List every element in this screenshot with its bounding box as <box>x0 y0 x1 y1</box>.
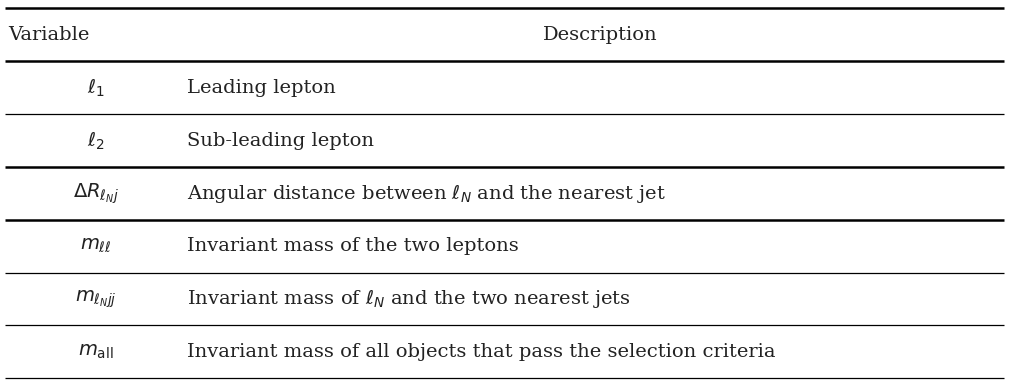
Text: $\Delta R_{\ell_N j}$: $\Delta R_{\ell_N j}$ <box>73 181 119 206</box>
Text: Variable: Variable <box>8 26 90 44</box>
Text: $\ell_2$: $\ell_2$ <box>87 129 105 152</box>
Text: $m_{\ell\ell}$: $m_{\ell\ell}$ <box>80 237 112 255</box>
Text: Invariant mass of $\ell_N$ and the two nearest jets: Invariant mass of $\ell_N$ and the two n… <box>187 288 631 311</box>
Text: $\ell_1$: $\ell_1$ <box>87 77 105 99</box>
Text: Invariant mass of the two leptons: Invariant mass of the two leptons <box>187 237 519 255</box>
Text: Angular distance between $\ell_N$ and the nearest jet: Angular distance between $\ell_N$ and th… <box>187 182 666 205</box>
Text: $m_{\mathrm{all}}$: $m_{\mathrm{all}}$ <box>78 343 114 361</box>
Text: $m_{\ell_N jj}$: $m_{\ell_N jj}$ <box>75 288 117 310</box>
Text: Description: Description <box>543 26 658 44</box>
Text: Leading lepton: Leading lepton <box>187 79 335 97</box>
Text: Sub-leading lepton: Sub-leading lepton <box>187 131 373 150</box>
Text: Invariant mass of all objects that pass the selection criteria: Invariant mass of all objects that pass … <box>187 343 775 361</box>
